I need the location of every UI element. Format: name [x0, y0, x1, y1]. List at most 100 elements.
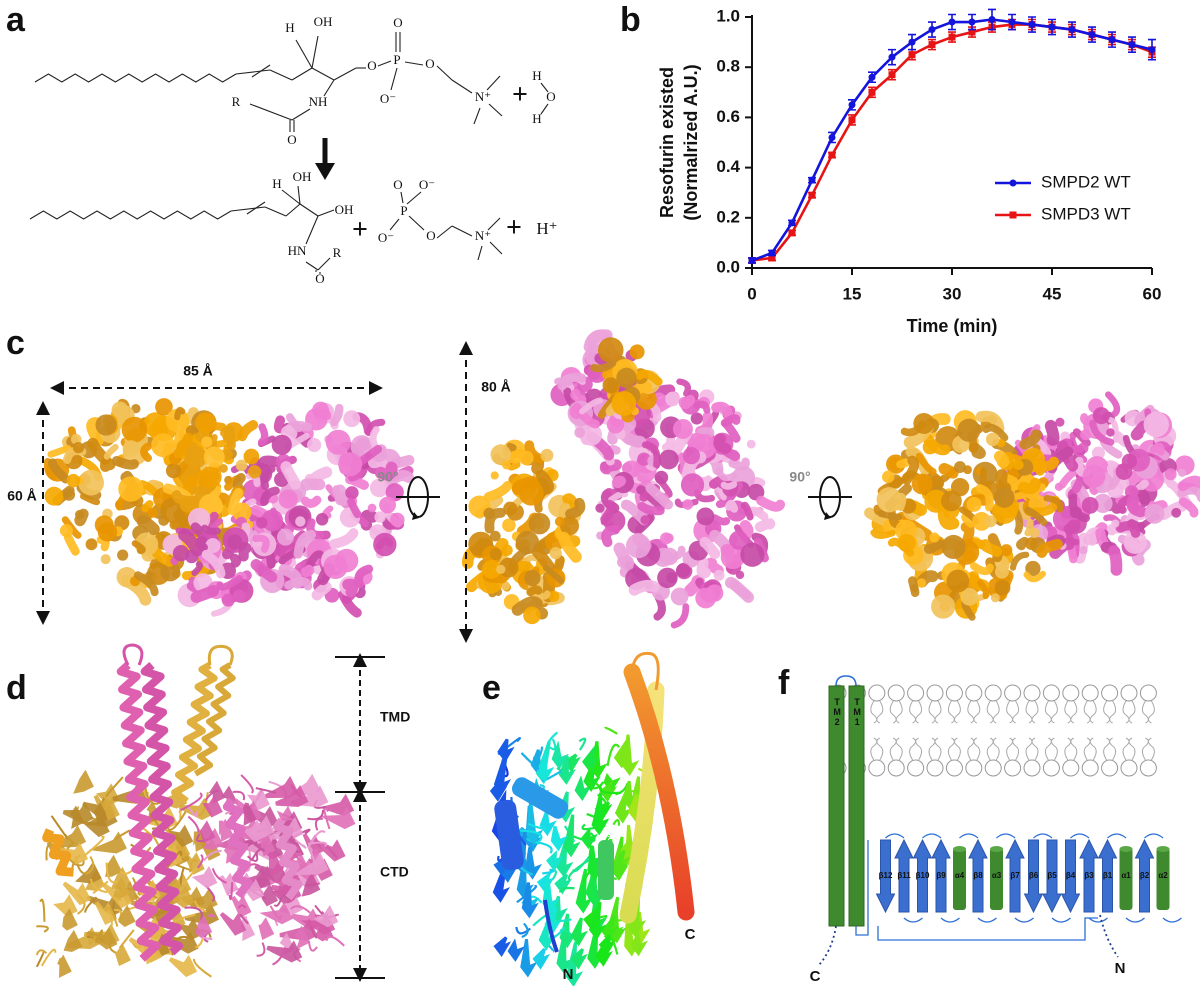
lipid-tail: [1070, 737, 1078, 761]
lipid-head: [1081, 684, 1099, 702]
density-blob: [676, 563, 691, 578]
lipid-tail: [967, 737, 975, 761]
lipid-head: [907, 684, 925, 702]
density-blob: [374, 461, 398, 481]
helix: [42, 828, 74, 877]
loop: [39, 898, 46, 922]
strand: [63, 929, 83, 952]
atom-label: N⁺: [475, 89, 491, 104]
density-blob: [696, 507, 715, 526]
strand: [80, 814, 110, 838]
x-tick-label: 15: [843, 284, 862, 303]
density-blob: [1093, 493, 1113, 514]
loop: [630, 651, 660, 691]
sse-helix: [990, 848, 1003, 910]
density-blob: [661, 545, 686, 564]
lipid-tail: [909, 700, 917, 724]
density-blob: [191, 561, 204, 576]
sse-label: β6: [1029, 871, 1039, 880]
density-blob: [535, 469, 555, 495]
density-blob: [1089, 419, 1115, 446]
loop: [323, 806, 331, 830]
loop: [520, 752, 540, 770]
density-blob: [990, 593, 1000, 603]
density-blob: [181, 562, 211, 581]
lipid-tail: [934, 737, 942, 761]
strand: [194, 915, 213, 938]
carbon-chain: [34, 73, 237, 83]
plus-sign: +: [512, 79, 528, 110]
strand: [191, 865, 218, 889]
terminus-label: C: [810, 968, 821, 985]
loop: [877, 917, 1098, 941]
density-blob: [174, 406, 186, 421]
strand: [493, 749, 512, 795]
density-blob: [635, 388, 657, 410]
y-tick-label: 1.0: [716, 6, 740, 25]
lipid-head: [965, 759, 983, 777]
atom-label: OH: [314, 14, 333, 29]
data-point: [848, 101, 856, 109]
atom-label: H: [285, 20, 294, 35]
loop: [835, 675, 857, 687]
density-blob: [1073, 532, 1090, 564]
bond: [323, 79, 335, 97]
loop: [578, 737, 587, 751]
density-blob: [216, 575, 243, 591]
sse-label: α3: [992, 871, 1002, 880]
data-point: [1028, 21, 1036, 29]
strand: [105, 797, 120, 821]
density-blob: [379, 496, 396, 514]
density-blob: [227, 488, 244, 516]
density-blob: [503, 501, 518, 516]
strand: [247, 878, 265, 902]
loop: [35, 949, 48, 956]
density-blob: [672, 418, 693, 439]
density-blob: [931, 594, 956, 619]
y-tick-label: 0.6: [716, 107, 740, 126]
strand: [524, 847, 543, 880]
loop: [180, 792, 203, 812]
loop: [208, 913, 215, 918]
atom-label: OH: [293, 169, 312, 184]
strand: [587, 925, 605, 969]
sse-label: β1: [1103, 871, 1113, 880]
strand: [265, 775, 299, 799]
density-blob: [946, 569, 970, 593]
density-blob: [526, 585, 543, 597]
loop: [250, 848, 266, 862]
loop: [255, 787, 277, 794]
density-blob: [367, 503, 377, 513]
strand: [550, 825, 568, 852]
density-blob: [315, 513, 329, 526]
density-blob: [680, 473, 705, 497]
density-blob: [203, 446, 225, 468]
density-blob: [299, 478, 326, 491]
density-blob: [260, 464, 276, 490]
density-blob: [916, 578, 927, 588]
density-blob: [1000, 473, 1021, 491]
strand: [118, 904, 136, 928]
sse-strand: [1005, 838, 1025, 913]
density-blob: [1177, 475, 1200, 492]
bond: [235, 69, 271, 75]
density-blob: [300, 564, 315, 578]
dimension-label: 60 Å: [7, 488, 37, 504]
density-blob: [590, 359, 617, 373]
density-blob: [941, 534, 966, 559]
density-blob: [184, 549, 199, 564]
y-tick-label: 0.0: [716, 257, 740, 276]
atom-label: O: [367, 58, 376, 73]
density-blob: [201, 549, 226, 579]
lipid-head: [1139, 684, 1157, 702]
sse-helix-top: [990, 846, 1003, 852]
strand: [546, 850, 564, 872]
strand: [314, 839, 346, 862]
atom-label: O: [425, 56, 434, 71]
density-blob: [1043, 494, 1064, 513]
density-blob: [720, 543, 734, 558]
lipid-tail: [1012, 737, 1020, 761]
strand: [259, 833, 276, 857]
density-blob: [354, 564, 374, 589]
